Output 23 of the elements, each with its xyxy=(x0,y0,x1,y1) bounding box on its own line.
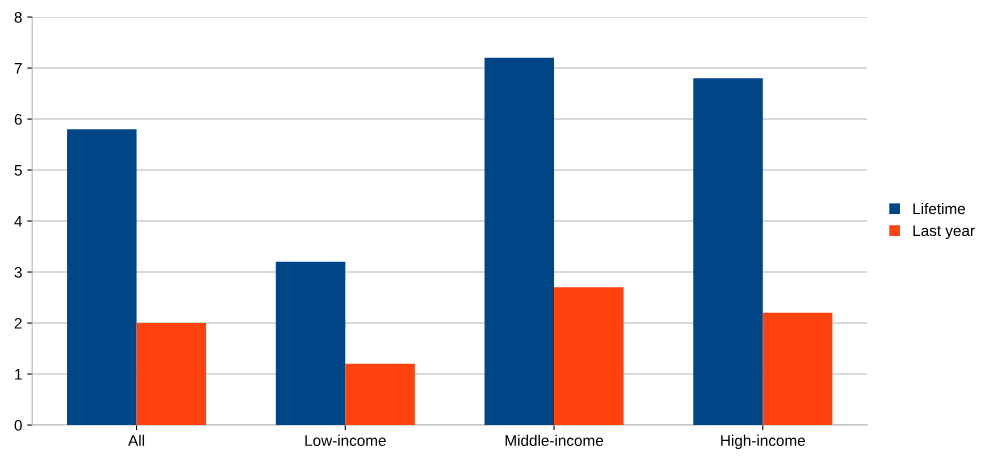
y-tick-label: 5 xyxy=(14,165,22,176)
legend-label: Last year xyxy=(913,225,975,240)
y-tick-label: 8 xyxy=(14,11,22,23)
y-tick-label: 2 xyxy=(14,317,22,329)
x-tick-label: Middle-income xyxy=(505,434,604,446)
x-tick-label: High-income xyxy=(721,434,805,450)
y-tick-label: 6 xyxy=(14,113,22,125)
bar xyxy=(554,287,624,426)
y-tick-label: 7 xyxy=(14,63,22,74)
bar xyxy=(484,57,555,426)
y-tick-label: 1 xyxy=(15,369,22,380)
y-tick-label: 3 xyxy=(14,266,22,278)
legend-label: Lifetime xyxy=(913,202,965,215)
bar xyxy=(762,312,833,426)
bar xyxy=(136,323,207,426)
y-tick-label: 4 xyxy=(14,216,23,227)
bar xyxy=(67,129,137,426)
y-tick-label: 0 xyxy=(14,419,22,431)
x-tick-label: All xyxy=(128,434,145,446)
x-tick-label: Low-income xyxy=(305,434,386,446)
bar xyxy=(345,363,415,426)
bar xyxy=(693,78,763,426)
bar xyxy=(275,261,346,426)
